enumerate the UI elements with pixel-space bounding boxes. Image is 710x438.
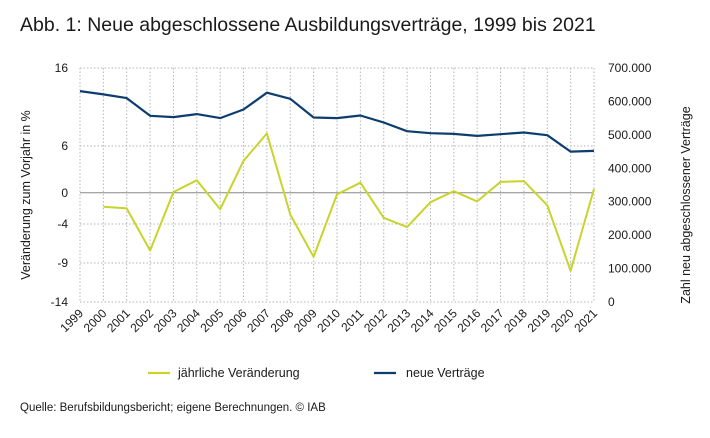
series-lines [79, 90, 595, 272]
x-tick-label: 2019 [525, 306, 554, 335]
grid-lines [79, 67, 595, 303]
y-left-tick-label: 16 [55, 61, 69, 75]
x-tick-label: 2002 [127, 306, 156, 335]
x-tick-label: 2017 [478, 306, 507, 335]
x-tick-label: 2004 [174, 306, 203, 335]
y-right-tick-label: 200.000 [608, 228, 652, 242]
y-right-tick-label: 300.000 [608, 195, 652, 209]
x-tick-label: 2011 [338, 306, 366, 334]
x-tick-label: 2009 [291, 306, 320, 335]
x-tick-label: 2003 [151, 306, 180, 335]
y-right-axis-label: Zahl neu abgeschlossener Verträge [679, 106, 693, 303]
y-right-tick-label: 500.000 [608, 128, 652, 142]
x-tick-label: 2013 [384, 306, 413, 335]
x-tick-label: 2005 [198, 306, 227, 335]
y-left-axis-label: Veränderung zum Vorjahr in % [19, 110, 33, 280]
y-left-tick-label: -9 [57, 256, 68, 270]
x-tick-label: 2006 [221, 306, 250, 335]
legend: jährliche Veränderung neue Verträge [148, 366, 485, 380]
x-tick-label: 2007 [244, 306, 273, 335]
change-series-line [103, 132, 595, 272]
x-tick-label: 2021 [571, 306, 600, 335]
x-tick-label: 2016 [455, 306, 484, 335]
y-left-tick-label: -4 [57, 217, 68, 231]
x-tick-label: 2014 [408, 306, 437, 335]
y-left-tick-label: 0 [61, 186, 68, 200]
legend-label: jährliche Veränderung [177, 366, 300, 380]
y-right-tick-label: 700.000 [608, 61, 652, 75]
y-left-tick-label: 6 [61, 139, 68, 153]
y-left-tick-label: -14 [51, 295, 69, 309]
x-tick-label: 2001 [104, 306, 133, 335]
x-tick-label: 2010 [314, 306, 343, 335]
x-tick-label: 2008 [268, 306, 297, 335]
x-tick-label: 2015 [431, 306, 460, 335]
source-note: Quelle: Berufsbildungsbericht; eigene Be… [20, 402, 326, 414]
y-right-tick-label: 100.000 [608, 262, 652, 276]
contracts-series-line [79, 90, 595, 153]
x-tick-label: 2020 [548, 306, 577, 335]
x-tick-label: 2000 [81, 306, 110, 335]
y-right-tick-label: 600.000 [608, 94, 652, 108]
x-tick-label: 1999 [57, 306, 86, 335]
legend-label: neue Verträge [406, 366, 485, 380]
y-right-tick-label: 0 [608, 295, 615, 309]
x-tick-label: 2018 [501, 306, 530, 335]
y-right-tick-label: 400.000 [608, 161, 652, 175]
x-tick-label: 2012 [361, 306, 390, 335]
chart-title: Abb. 1: Neue abgeschlossene Ausbildungsv… [20, 14, 596, 36]
